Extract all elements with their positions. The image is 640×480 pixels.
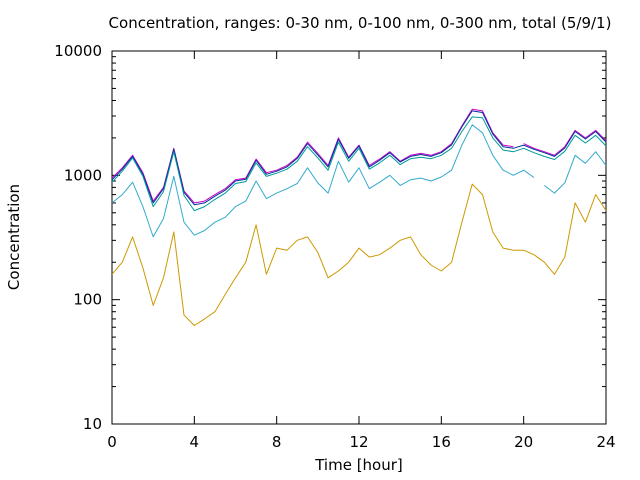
y-axis-label: Concentration (5, 183, 23, 291)
x-tick-label: 24 (596, 433, 615, 451)
series-line-5 (111, 183, 607, 326)
x-tick-label: 20 (514, 433, 533, 451)
y-tick-label: 100 (73, 291, 102, 309)
x-tick-label: 4 (190, 433, 200, 451)
series-line-3 (111, 116, 607, 212)
y-tick-label: 1000 (64, 166, 102, 184)
x-tick-label: 8 (272, 433, 282, 451)
series-line-1 (111, 108, 607, 204)
x-tick-label: 0 (107, 433, 117, 451)
y-tick-label: 10 (83, 415, 102, 433)
plot-frame (111, 50, 607, 425)
series-line-2 (111, 110, 607, 206)
series-line-4 (111, 124, 607, 238)
chart-title: Concentration, ranges: 0-30 nm, 0-100 nm… (108, 14, 612, 32)
x-axis-label: Time [hour] (315, 456, 403, 474)
x-tick-label: 12 (349, 433, 368, 451)
x-tick-label: 16 (432, 433, 451, 451)
y-tick-label: 10000 (54, 42, 102, 60)
